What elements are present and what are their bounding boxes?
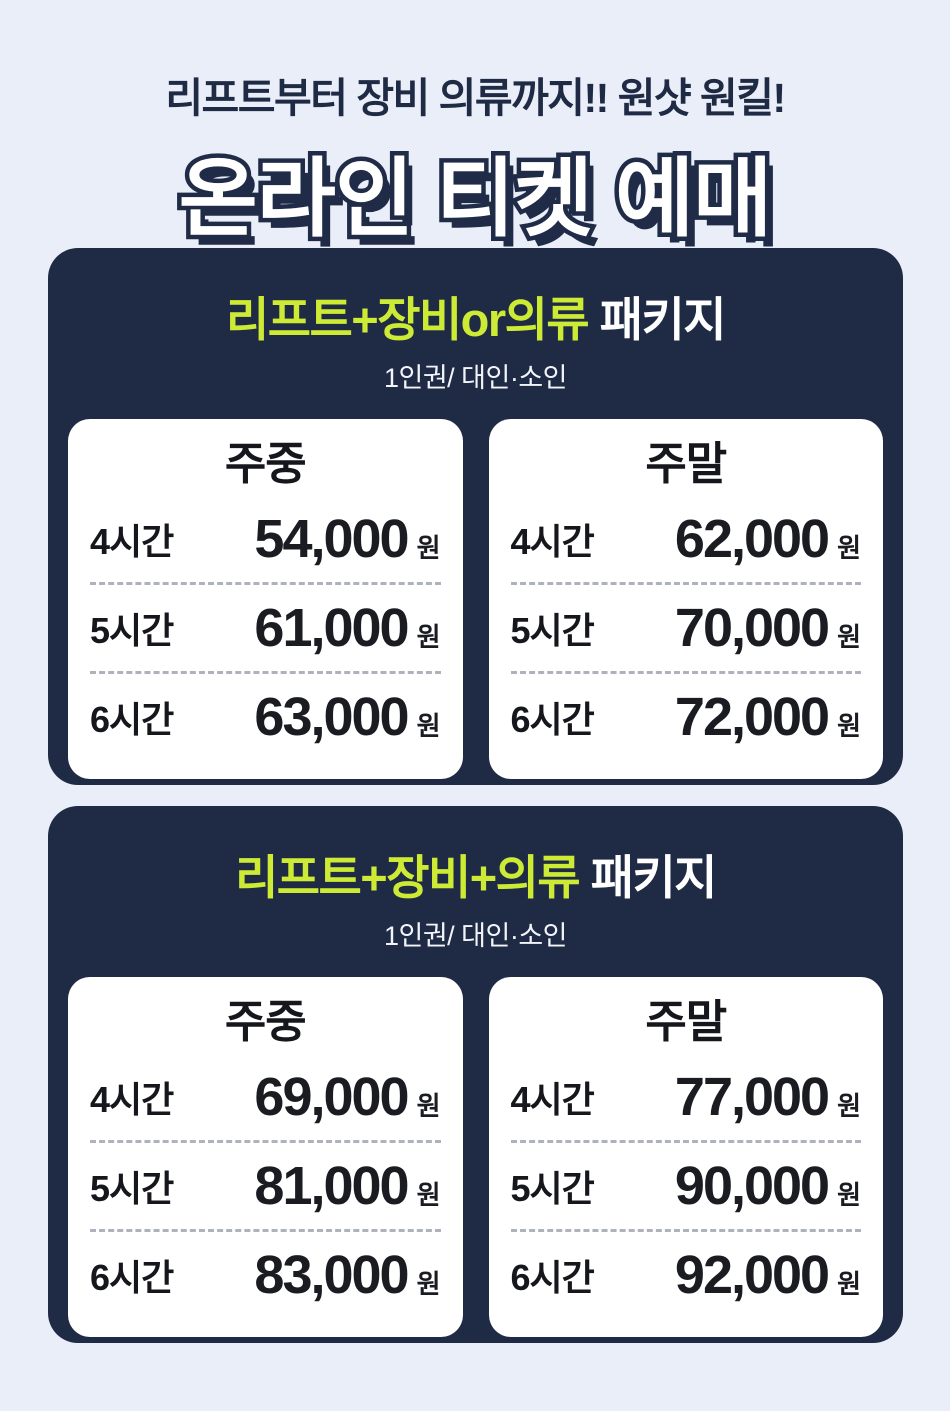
row-divider — [510, 670, 861, 674]
duration-label: 4시간 — [90, 520, 174, 562]
price-row: 6시간 72,000 원 — [507, 679, 866, 755]
row-divider — [510, 1228, 861, 1232]
price-row: 4시간 62,000 원 — [507, 501, 866, 577]
price-unit: 원 — [416, 621, 441, 652]
price-value: 70,000 — [674, 597, 830, 658]
price-group: 83,000 원 — [254, 1244, 440, 1306]
price-row: 4시간 54,000 원 — [86, 501, 445, 577]
header-tagline: 리프트부터 장비 의류까지!! 원샷 원킬! — [165, 75, 786, 121]
price-group: 70,000 원 — [675, 597, 861, 659]
price-group: 69,000 원 — [254, 1066, 440, 1128]
package-card-lift-equip-clothing: 리프트+장비+의류 패키지 1인권/ 대인·소인 주중 4시간 69,000 원 — [48, 806, 903, 1343]
price-row: 6시간 83,000 원 — [86, 1237, 445, 1313]
package-title-rest: 패키지 — [579, 851, 718, 904]
price-row: 5시간 90,000 원 — [507, 1148, 866, 1224]
price-unit: 원 — [837, 621, 861, 652]
price-row: 5시간 70,000 원 — [507, 590, 866, 666]
row-divider — [90, 581, 441, 585]
main-title: 온라인 티켓 예매 — [174, 147, 777, 252]
price-value: 81,000 — [254, 1155, 409, 1216]
price-value: 77,000 — [674, 1066, 830, 1127]
panel-heading: 주말 — [645, 437, 727, 489]
duration-label: 5시간 — [90, 1167, 174, 1209]
price-panel-weekend: 주말 4시간 62,000 원 5시간 70,000 원 — [488, 418, 883, 779]
price-unit: 원 — [416, 710, 441, 741]
price-unit: 원 — [837, 710, 861, 741]
price-group: 77,000 원 — [675, 1066, 861, 1128]
price-row: 4시간 77,000 원 — [507, 1059, 866, 1135]
duration-label: 4시간 — [510, 1078, 595, 1120]
package-subtitle: 1인권/ 대인·소인 — [383, 920, 568, 951]
row-divider — [90, 670, 441, 674]
price-group: 61,000 원 — [254, 597, 440, 659]
price-group: 63,000 원 — [254, 686, 440, 748]
duration-label: 5시간 — [510, 1167, 595, 1209]
price-value: 92,000 — [674, 1244, 830, 1305]
package-title: 리프트+장비or의류 패키지 — [68, 294, 883, 346]
price-row: 4시간 69,000 원 — [86, 1059, 445, 1135]
row-divider — [510, 581, 861, 585]
duration-label: 6시간 — [510, 1256, 595, 1298]
panel-heading: 주중 — [224, 995, 307, 1047]
price-group: 90,000 원 — [675, 1155, 861, 1217]
price-row: 6시간 92,000 원 — [507, 1237, 866, 1313]
price-unit: 원 — [837, 532, 861, 563]
price-unit: 원 — [416, 1179, 441, 1210]
price-row: 5시간 61,000 원 — [86, 590, 445, 666]
price-value: 90,000 — [674, 1155, 830, 1216]
package-title: 리프트+장비+의류 패키지 — [68, 852, 883, 904]
duration-label: 6시간 — [510, 698, 595, 740]
package-card-lift-equip-or-clothing: 리프트+장비or의류 패키지 1인권/ 대인·소인 주중 4시간 54,000 … — [48, 248, 903, 785]
price-rows: 4시간 62,000 원 5시간 70,000 원 — [507, 501, 866, 755]
price-unit: 원 — [837, 1268, 861, 1299]
price-unit: 원 — [837, 1090, 861, 1121]
price-panel-weekday: 주중 4시간 54,000 원 5시간 61,000 원 — [68, 418, 463, 779]
duration-label: 5시간 — [90, 609, 174, 651]
price-panels: 주중 4시간 54,000 원 5시간 61,000 원 — [68, 418, 883, 779]
price-group: 72,000 원 — [675, 686, 861, 748]
price-group: 62,000 원 — [675, 508, 861, 570]
price-unit: 원 — [837, 1179, 861, 1210]
price-value: 54,000 — [254, 508, 409, 569]
price-value: 61,000 — [254, 597, 409, 658]
price-value: 69,000 — [254, 1066, 409, 1127]
package-title-highlight: 리프트+장비or의류 — [226, 293, 590, 346]
price-value: 62,000 — [674, 508, 830, 569]
price-value: 72,000 — [674, 686, 830, 747]
row-divider — [90, 1228, 441, 1232]
price-row: 5시간 81,000 원 — [86, 1148, 445, 1224]
price-unit: 원 — [416, 1090, 441, 1121]
price-unit: 원 — [416, 532, 441, 563]
price-group: 92,000 원 — [675, 1244, 861, 1306]
panel-heading: 주말 — [645, 995, 727, 1047]
price-panel-weekday: 주중 4시간 69,000 원 5시간 81,000 원 — [68, 976, 463, 1337]
panel-heading: 주중 — [224, 437, 307, 489]
price-rows: 4시간 54,000 원 5시간 61,000 원 — [86, 501, 445, 755]
price-group: 54,000 원 — [254, 508, 440, 570]
duration-label: 6시간 — [90, 1256, 174, 1298]
duration-label: 5시간 — [510, 609, 595, 651]
price-rows: 4시간 77,000 원 5시간 90,000 원 — [507, 1059, 866, 1313]
price-unit: 원 — [416, 1268, 441, 1299]
price-rows: 4시간 69,000 원 5시간 81,000 원 — [86, 1059, 445, 1313]
price-group: 81,000 원 — [254, 1155, 440, 1217]
row-divider — [90, 1139, 441, 1143]
duration-label: 6시간 — [90, 698, 174, 740]
price-row: 6시간 63,000 원 — [86, 679, 445, 755]
price-value: 83,000 — [254, 1244, 409, 1305]
duration-label: 4시간 — [510, 520, 595, 562]
package-title-rest: 패키지 — [588, 293, 727, 346]
package-title-highlight: 리프트+장비+의류 — [235, 851, 581, 904]
price-panels: 주중 4시간 69,000 원 5시간 81,000 원 — [68, 976, 883, 1337]
price-panel-weekend: 주말 4시간 77,000 원 5시간 90,000 원 — [488, 976, 883, 1337]
row-divider — [510, 1139, 861, 1143]
price-value: 63,000 — [254, 686, 409, 747]
duration-label: 4시간 — [90, 1078, 174, 1120]
package-subtitle: 1인권/ 대인·소인 — [383, 362, 568, 393]
